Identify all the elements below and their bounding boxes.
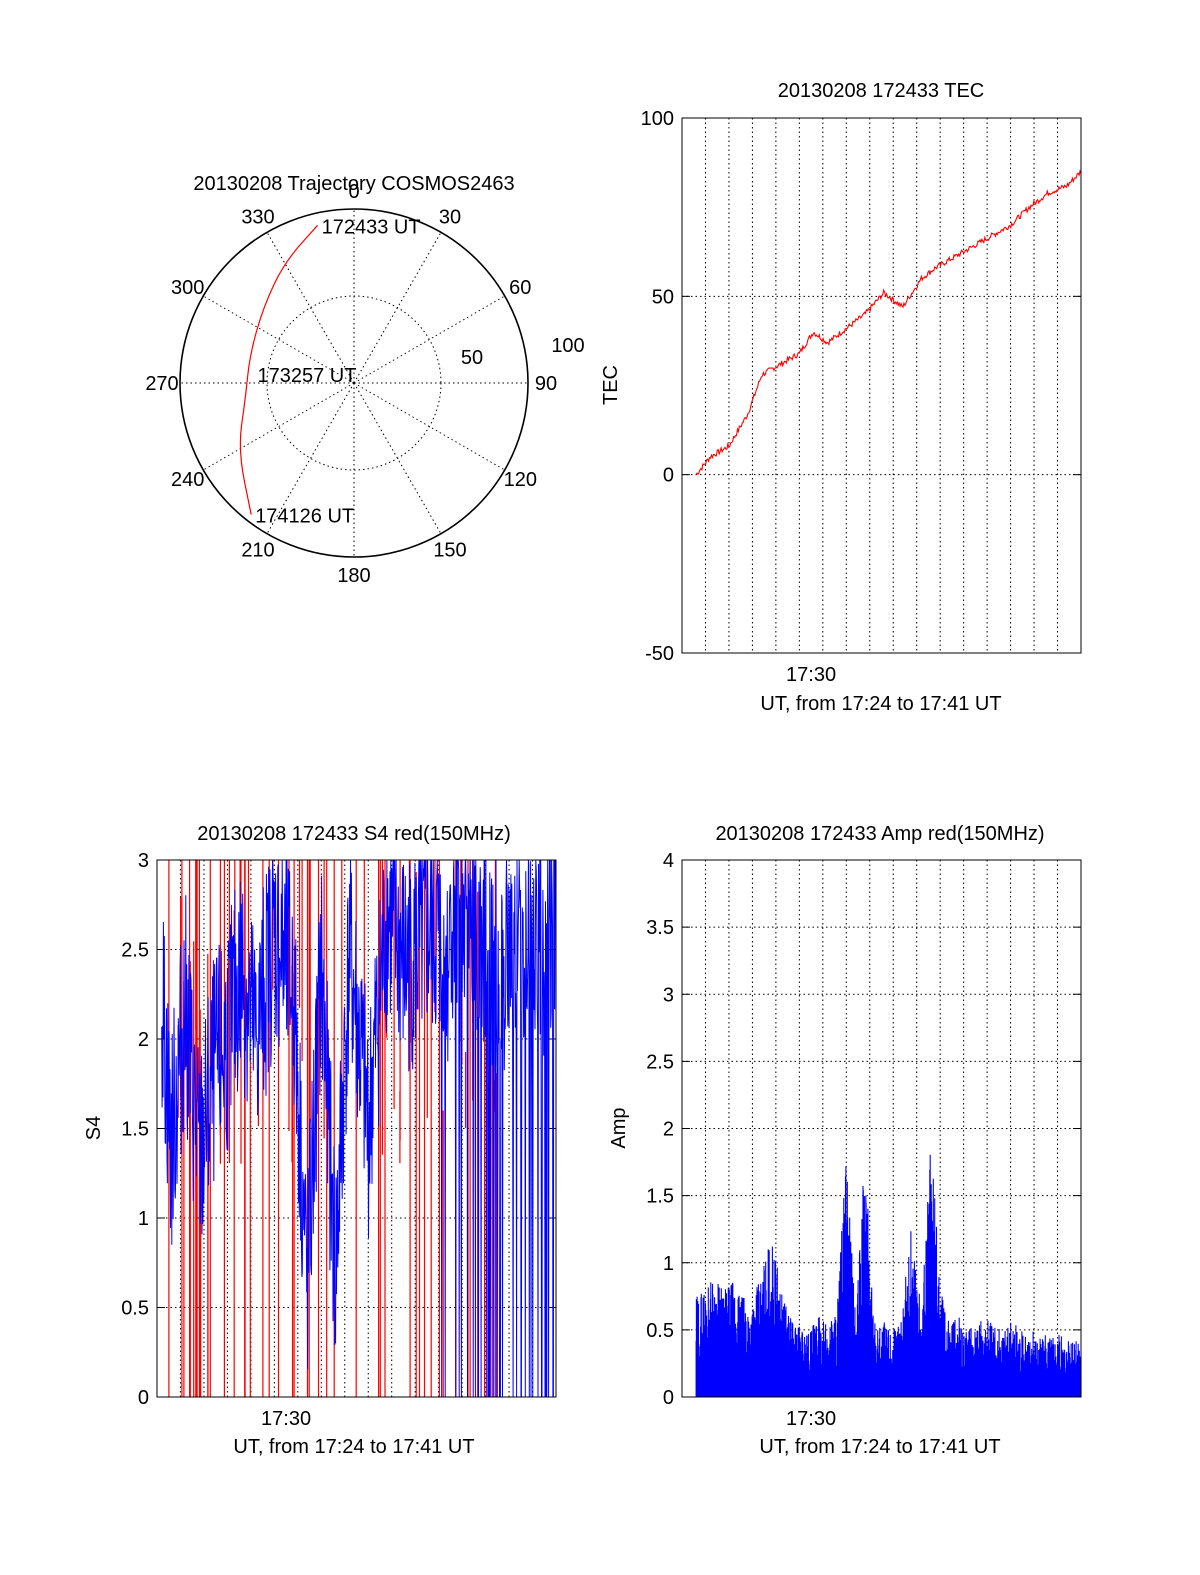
polar-radius-label: 100 bbox=[551, 335, 584, 357]
s4-xlabel: UT, from 17:24 to 17:41 UT bbox=[233, 1436, 474, 1458]
y-tick-label: 1 bbox=[663, 1253, 674, 1275]
y-tick-label: 2.5 bbox=[121, 940, 149, 962]
x-tick-label: 17:30 bbox=[261, 1408, 311, 1430]
polar-spoke bbox=[353, 295, 505, 384]
polar-spoke bbox=[266, 232, 355, 384]
y-tick-label: 2 bbox=[138, 1029, 149, 1051]
tec-plot-frame bbox=[681, 117, 1082, 654]
y-tick-label: 1 bbox=[138, 1208, 149, 1230]
y-tick-label: 0 bbox=[663, 1387, 674, 1409]
y-tick-label: 0 bbox=[663, 465, 674, 487]
polar-angle-label: 60 bbox=[509, 277, 531, 299]
tec-xlabel: UT, from 17:24 to 17:41 UT bbox=[760, 693, 1001, 715]
polar-angle-label: 330 bbox=[241, 207, 274, 229]
amp-ylabel: Amp bbox=[608, 1107, 630, 1148]
polar-angle-label: 210 bbox=[241, 539, 274, 561]
y-tick-label: 3 bbox=[138, 850, 149, 872]
polar-time-annotation: 173257 UT bbox=[258, 365, 357, 387]
y-tick-label: 0 bbox=[138, 1387, 149, 1409]
polar-angle-label: 300 bbox=[171, 277, 204, 299]
y-tick-label: 4 bbox=[663, 850, 674, 872]
polar-trajectory-line bbox=[239, 224, 319, 515]
y-tick-label: 50 bbox=[652, 286, 674, 308]
y-tick-label: 1.5 bbox=[121, 1119, 149, 1141]
tec-panel: 20130208 172433 TEC TEC UT, from 17:24 t… bbox=[600, 80, 1082, 715]
amp-title: 20130208 172433 Amp red(150MHz) bbox=[715, 823, 1044, 845]
amp-panel: 20130208 172433 Amp red(150MHz) Amp UT, … bbox=[608, 823, 1082, 1458]
y-tick-label: -50 bbox=[645, 643, 674, 665]
polar-angle-label: 30 bbox=[439, 207, 461, 229]
amp-plot-frame bbox=[681, 859, 1082, 1398]
polar-angle-label: 270 bbox=[145, 373, 178, 395]
polar-spoke bbox=[353, 382, 505, 471]
y-tick-label: 2 bbox=[663, 1119, 674, 1141]
tec-title: 20130208 172433 TEC bbox=[778, 80, 984, 102]
polar-spoke bbox=[266, 382, 355, 534]
polar-title: 20130208 Trajectory COSMOS2463 bbox=[193, 173, 514, 195]
s4-plot-frame bbox=[156, 859, 557, 1398]
y-tick-label: 100 bbox=[641, 108, 674, 130]
polar-angle-label: 90 bbox=[535, 373, 557, 395]
s4-title: 20130208 172433 S4 red(150MHz) bbox=[197, 823, 511, 845]
s4-ylabel: S4 bbox=[83, 1116, 105, 1140]
x-tick-label: 17:30 bbox=[786, 664, 836, 686]
x-tick-label: 17:30 bbox=[786, 1408, 836, 1430]
tec-ylabel: TEC bbox=[600, 365, 622, 405]
amp-blue-series bbox=[695, 1154, 1082, 1397]
polar-spoke bbox=[353, 232, 442, 384]
polar-radius-label: 50 bbox=[461, 347, 483, 369]
polar-spoke bbox=[353, 382, 442, 534]
polar-angle-label: 240 bbox=[171, 469, 204, 491]
y-tick-label: 2.5 bbox=[646, 1051, 674, 1073]
y-tick-label: 3 bbox=[663, 984, 674, 1006]
y-tick-label: 1.5 bbox=[646, 1186, 674, 1208]
polar-angle-label: 150 bbox=[433, 539, 466, 561]
polar-spoke bbox=[203, 382, 355, 471]
polar-angle-label: 120 bbox=[504, 469, 537, 491]
polar-angle-label: 0 bbox=[348, 181, 359, 203]
amp-xlabel: UT, from 17:24 to 17:41 UT bbox=[759, 1436, 1000, 1458]
polar-angle-label: 180 bbox=[337, 565, 370, 587]
polar-trajectory-panel: 20130208 Trajectory COSMOS2463 0 30 60 90 12… bbox=[145, 173, 584, 587]
polar-outer-ring bbox=[179, 208, 529, 558]
polar-time-annotation: 174126 UT bbox=[255, 506, 354, 528]
polar-spoke bbox=[203, 295, 355, 384]
polar-time-annotation: 172433 UT bbox=[322, 216, 421, 238]
y-tick-label: 3.5 bbox=[646, 917, 674, 939]
s4-panel: 20130208 172433 S4 red(150MHz) S4 UT, fr… bbox=[83, 823, 557, 1458]
y-tick-label: 0.5 bbox=[646, 1320, 674, 1342]
y-tick-label: 0.5 bbox=[121, 1298, 149, 1320]
tec-series-line bbox=[695, 169, 1082, 476]
